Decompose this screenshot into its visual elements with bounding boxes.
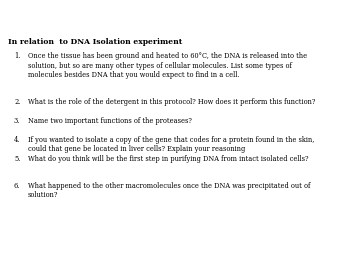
Text: 4.: 4. [14, 136, 21, 144]
Text: If you wanted to isolate a copy of the gene that codes for a protein found in th: If you wanted to isolate a copy of the g… [28, 136, 314, 144]
Text: What happened to the other macromolecules once the DNA was precipitated out of: What happened to the other macromolecule… [28, 182, 310, 190]
Text: 2.: 2. [14, 98, 20, 106]
Text: 3.: 3. [14, 117, 20, 125]
Text: In relation  to DNA Isolation experiment: In relation to DNA Isolation experiment [8, 38, 182, 46]
Text: could that gene be located in liver cells? Explain your reasoning: could that gene be located in liver cell… [28, 145, 245, 153]
Text: What do you think will be the first step in purifying DNA from intact isolated c: What do you think will be the first step… [28, 155, 308, 163]
Text: solution?: solution? [28, 191, 58, 199]
Text: Name two important functions of the proteases?: Name two important functions of the prot… [28, 117, 192, 125]
Text: 1.: 1. [14, 52, 20, 60]
Text: What is the role of the detergent in this protocol? How does it perform this fun: What is the role of the detergent in thi… [28, 98, 315, 106]
Text: 6.: 6. [14, 182, 20, 190]
Text: solution, but so are many other types of cellular molecules. List some types of: solution, but so are many other types of… [28, 61, 292, 69]
Text: molecules besides DNA that you would expect to find in a cell.: molecules besides DNA that you would exp… [28, 71, 239, 79]
Text: 5.: 5. [14, 155, 20, 163]
Text: Once the tissue has been ground and heated to 60°C, the DNA is released into the: Once the tissue has been ground and heat… [28, 52, 307, 60]
